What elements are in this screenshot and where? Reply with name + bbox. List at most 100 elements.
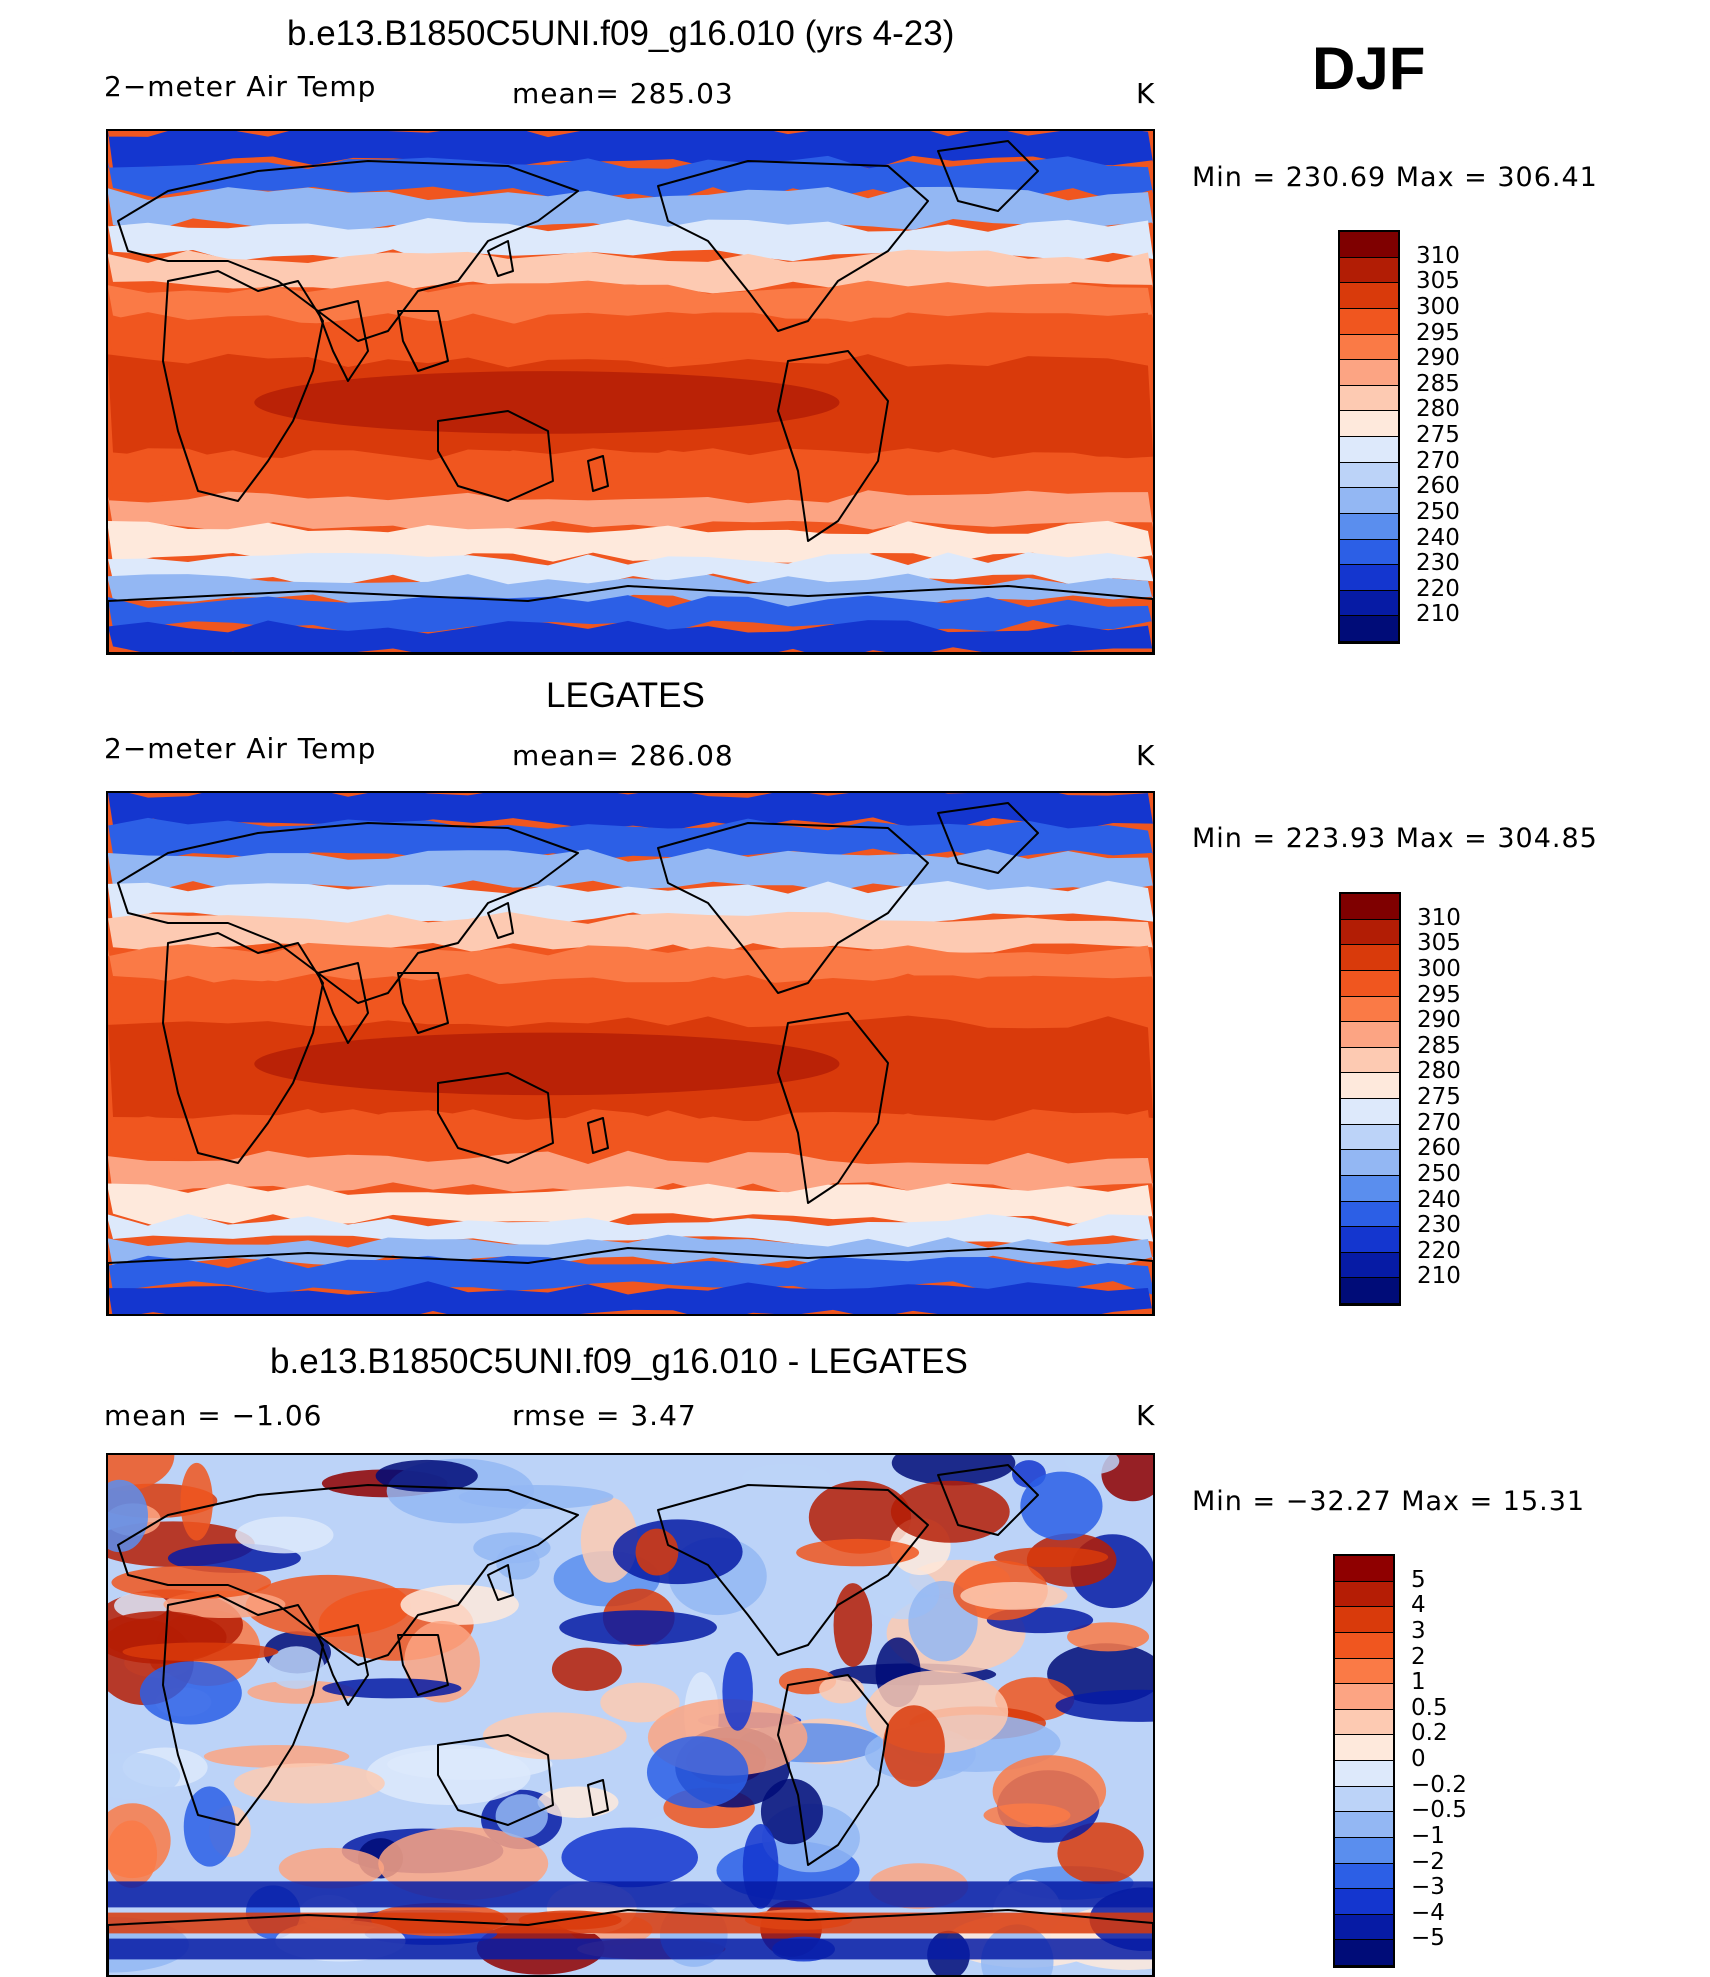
difference-patch	[819, 1675, 865, 1704]
colorbar-swatch	[1341, 945, 1399, 971]
colorbar-tick-label: 240	[1417, 1186, 1461, 1213]
coastline	[657, 1484, 929, 1656]
difference-patch	[245, 1574, 411, 1637]
difference-patch	[1055, 1689, 1153, 1722]
temperature-band	[108, 817, 1153, 862]
coastline	[437, 1072, 554, 1164]
difference-patch	[139, 1661, 242, 1725]
colorbar-swatch	[1341, 970, 1399, 997]
colorbar-tick-label: 270	[1417, 1109, 1461, 1136]
colorbar-swatch	[1340, 334, 1398, 361]
colorbar-swatch	[1340, 283, 1398, 309]
temperature-band	[108, 1255, 1153, 1295]
difference-patch	[458, 1485, 614, 1510]
difference-patch	[646, 1736, 749, 1809]
coastline	[777, 1674, 889, 1866]
colorbar-swatch	[1335, 1658, 1393, 1685]
difference-patch	[537, 1786, 619, 1818]
colorbar-tick-label: 4	[1411, 1592, 1426, 1619]
colorbar-tick-label: 0	[1411, 1746, 1426, 1772]
panel-3-units-label: K	[1136, 1399, 1156, 1432]
coastline	[657, 822, 929, 994]
colorbar-swatch	[1340, 360, 1398, 386]
colorbar-swatch	[1341, 996, 1399, 1023]
colorbar-tick-label: 220	[1416, 575, 1460, 602]
coastline	[937, 1464, 1039, 1536]
colorbar-tick-label: 285	[1416, 370, 1460, 397]
colorbar-tick-label: 230	[1416, 550, 1460, 577]
temperature-band	[108, 1281, 1153, 1314]
coastline	[587, 455, 609, 492]
colorbar-tick-label: −2	[1411, 1848, 1445, 1875]
difference-patch	[366, 1744, 531, 1805]
difference-patch	[808, 1480, 912, 1554]
colorbar-tick-label: 210	[1417, 1263, 1461, 1290]
colorbar-tick-label: 210	[1416, 601, 1460, 628]
panel-3-title: b.e13.B1850C5UNI.f09_g16.010 - LEGATES	[270, 1342, 968, 1381]
difference-patch	[833, 1583, 873, 1667]
colorbar-swatch	[1335, 1632, 1393, 1659]
temperature-band	[108, 280, 1153, 326]
panel-1-mean-label: mean= 285.03	[512, 77, 734, 110]
difference-patch	[891, 1455, 1016, 1486]
temperature-band	[108, 1234, 1153, 1268]
colorbar-tick-label: 230	[1417, 1212, 1461, 1239]
difference-patch	[722, 1652, 753, 1731]
coastline	[587, 1779, 609, 1816]
colorbar-swatch	[1341, 1099, 1399, 1125]
colorbar-tick-label: 240	[1416, 524, 1460, 551]
colorbar-tick-label: 295	[1417, 981, 1461, 1008]
colorbar-swatch	[1341, 1073, 1399, 1099]
warm-pool	[254, 1032, 840, 1096]
coastline	[162, 270, 324, 502]
colorbar-tick-label: 310	[1416, 242, 1460, 269]
coastline	[437, 1734, 554, 1826]
panel-1-title: b.e13.B1850C5UNI.f09_g16.010 (yrs 4-23)	[287, 14, 955, 53]
colorbar-tick-label: 280	[1416, 396, 1460, 423]
colorbar-swatch	[1341, 894, 1399, 920]
difference-patch	[1020, 1471, 1103, 1541]
colorbar-tick-label: 260	[1416, 473, 1460, 500]
difference-patch	[108, 1752, 181, 1799]
colorbar-swatch	[1335, 1709, 1393, 1736]
colorbar-swatch	[1335, 1581, 1393, 1608]
difference-patch	[635, 1528, 679, 1576]
colorbar-tick-label: 290	[1416, 345, 1460, 372]
colorbar-tick-label: 0.2	[1411, 1720, 1448, 1747]
coastline	[397, 1634, 449, 1696]
colorbar-tick-label: −0.2	[1411, 1771, 1467, 1798]
panel-2-colorbar	[1339, 892, 1401, 1306]
colorbar-swatch	[1340, 616, 1398, 642]
colorbar-swatch	[1340, 539, 1398, 566]
difference-patch	[122, 1642, 279, 1662]
coastline	[397, 310, 449, 372]
colorbar-tick-label: 5	[1411, 1566, 1426, 1593]
colorbar-swatch	[1335, 1556, 1393, 1582]
temperature-band	[108, 848, 1153, 893]
difference-patch	[1067, 1622, 1150, 1652]
difference-patch	[111, 1565, 272, 1600]
panel-3-map	[106, 1453, 1155, 1977]
colorbar-swatch	[1335, 1786, 1393, 1813]
panel-2-minmax: Min = 223.93 Max = 304.85	[1192, 823, 1598, 854]
coastline	[162, 932, 324, 1164]
colorbar-tick-label: 285	[1417, 1032, 1461, 1059]
panel-1-map	[106, 129, 1155, 655]
colorbar-tick-label: −4	[1411, 1899, 1445, 1926]
difference-patch	[180, 1462, 213, 1541]
colorbar-swatch	[1335, 1940, 1393, 1966]
difference-patch	[235, 1516, 334, 1554]
difference-patch	[890, 1480, 1010, 1543]
colorbar-swatch	[1341, 1047, 1399, 1074]
panel-1-units-label: K	[1136, 77, 1156, 110]
temperature-band	[108, 131, 1153, 170]
difference-patch	[268, 1646, 325, 1689]
difference-patch	[375, 1459, 478, 1492]
difference-patch	[760, 1778, 823, 1845]
colorbar-swatch	[1340, 488, 1398, 514]
panel-2-map-svg	[108, 793, 1153, 1314]
colorbar-tick-label: 305	[1417, 930, 1461, 957]
colorbar-swatch	[1341, 1150, 1399, 1176]
difference-patch	[473, 1532, 551, 1564]
panel-2-units-label: K	[1136, 739, 1156, 772]
